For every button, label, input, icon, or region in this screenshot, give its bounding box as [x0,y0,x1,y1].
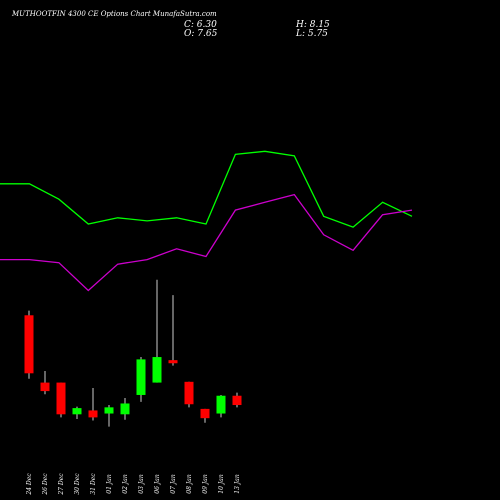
candle-body [232,395,242,406]
candle [120,398,130,420]
candle [88,388,98,421]
candle-body [88,410,98,418]
candle-body [152,357,162,383]
x-tick-label: 09 Jan [202,474,209,494]
candle [152,279,162,383]
candle [56,382,66,418]
x-tick-label: 31 Dec [90,473,97,495]
lower-band-line [0,193,413,292]
candle-body [24,315,34,374]
candle [72,406,82,419]
x-tick-label: 07 Jan [170,474,177,494]
candle-body [200,408,210,419]
x-tick-label: 03 Jan [138,474,145,494]
bands-layer [0,150,413,292]
candle-body [168,360,178,364]
candle-body [120,403,130,415]
open-value: O: 7.65 [184,29,218,39]
candle-body [216,395,226,414]
x-tick-label: 13 Jan [234,474,241,494]
candle [200,408,210,423]
high-value: H: 8.15 [296,20,330,30]
x-tick-label: 08 Jan [186,474,193,494]
candle-body [104,407,114,414]
candle [168,295,178,366]
candles-layer [24,279,242,427]
candle [184,381,194,408]
candle [40,370,50,395]
chart-title: MUTHOOTFIN 4300 CE Options Chart MunafaS… [12,10,217,18]
x-tick-label: 06 Jan [154,474,161,494]
candle-body [56,382,66,415]
x-tick-label: 26 Dec [42,473,49,496]
candle [136,357,146,402]
x-tick-label: 30 Dec [74,473,81,495]
x-tick-label: 01 Jan [106,474,113,494]
candle [232,392,242,408]
candle-body [72,408,82,415]
candle-body [184,381,194,405]
x-tick-label: 10 Jan [218,474,225,494]
close-value: C: 6.30 [184,20,217,30]
candle [104,405,114,427]
candle-body [136,359,146,395]
x-axis-labels: 24 Dec 26 Dec 27 Dec 30 Dec 31 Dec 01 Jan 02 J… [26,473,241,496]
x-tick-label: 24 Dec [26,473,33,496]
candle-body [40,382,50,392]
low-value: L: 5.75 [296,29,328,39]
x-tick-label: 27 Dec [58,473,65,496]
x-tick-label: 02 Jan [122,474,129,494]
upper-band-line [0,150,413,228]
candle [216,394,226,418]
candle [24,310,34,379]
